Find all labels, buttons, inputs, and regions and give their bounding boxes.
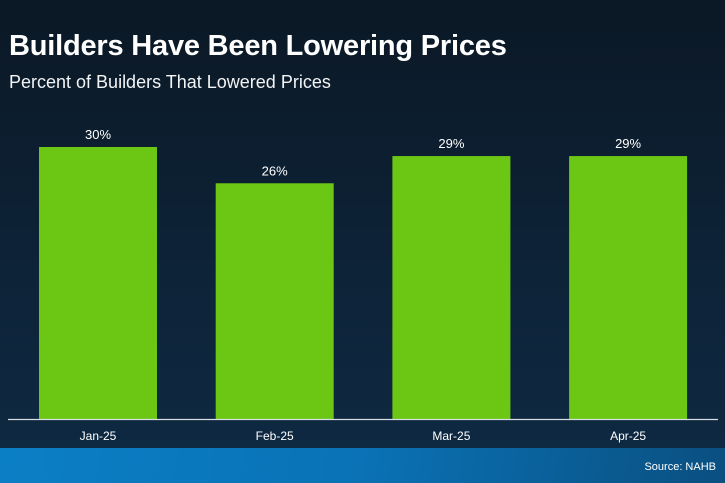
x-tick-label: Apr-25: [610, 429, 646, 443]
bar-mar-25: [392, 156, 511, 420]
x-tick-label: Jan-25: [80, 429, 117, 443]
x-tick-label: Mar-25: [432, 429, 470, 443]
source-note: Source: NAHB: [644, 461, 716, 473]
bar-chart: 30% Jan-25 26% Feb-25 29% Mar-25 29% Apr-25: [8, 127, 718, 443]
data-label: 29%: [438, 136, 464, 151]
chart-title: Builders Have Been Lowering Prices: [9, 30, 507, 62]
bar-feb-25: [215, 183, 334, 419]
bar-jan-25: [39, 147, 157, 419]
data-label: 30%: [85, 127, 111, 142]
footer-bar: Source: NAHB: [0, 448, 725, 483]
data-label: 26%: [262, 163, 288, 178]
x-tick-label: Feb-25: [256, 429, 294, 443]
chart-subtitle: Percent of Builders That Lowered Prices: [9, 72, 331, 92]
bar-apr-25: [569, 156, 688, 420]
data-label: 29%: [615, 136, 641, 151]
